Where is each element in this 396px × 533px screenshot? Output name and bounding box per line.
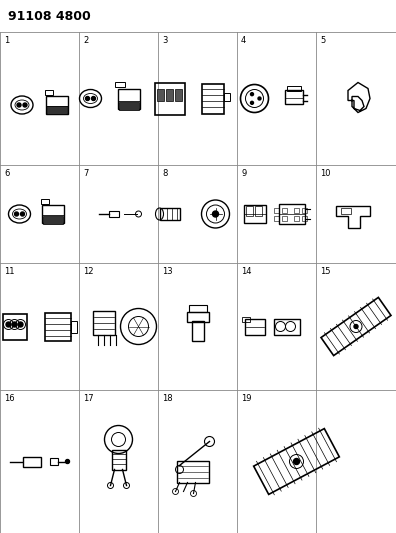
Circle shape xyxy=(6,322,11,327)
Bar xyxy=(114,82,124,87)
Text: 12: 12 xyxy=(83,267,93,276)
Bar xyxy=(112,449,126,470)
Circle shape xyxy=(15,212,19,216)
Circle shape xyxy=(18,322,23,327)
Bar xyxy=(302,215,307,221)
Text: 11: 11 xyxy=(4,267,15,276)
Bar xyxy=(242,317,249,322)
Bar xyxy=(341,208,351,214)
Text: 4: 4 xyxy=(241,36,246,45)
Bar xyxy=(177,461,209,482)
Text: 14: 14 xyxy=(241,267,251,276)
Text: 10: 10 xyxy=(320,169,331,178)
Bar xyxy=(278,204,305,224)
Bar xyxy=(244,205,265,223)
Bar xyxy=(109,211,118,217)
Circle shape xyxy=(86,96,89,101)
Circle shape xyxy=(65,459,70,464)
Text: 16: 16 xyxy=(4,394,15,403)
Bar xyxy=(45,90,53,94)
Text: 7: 7 xyxy=(83,169,88,178)
Circle shape xyxy=(21,212,25,216)
Bar xyxy=(282,207,287,213)
Circle shape xyxy=(213,211,219,217)
Bar xyxy=(223,93,230,101)
Bar xyxy=(118,101,139,109)
Bar xyxy=(160,208,179,220)
Text: 19: 19 xyxy=(241,394,251,403)
Bar xyxy=(166,88,173,101)
Circle shape xyxy=(23,103,27,107)
Bar xyxy=(46,96,68,114)
Circle shape xyxy=(12,322,17,327)
Circle shape xyxy=(251,93,253,95)
Bar xyxy=(187,311,209,321)
Bar xyxy=(282,215,287,221)
Text: 91108 4800: 91108 4800 xyxy=(8,10,91,23)
Text: 13: 13 xyxy=(162,267,173,276)
Bar xyxy=(202,84,223,114)
Bar xyxy=(244,319,265,335)
Text: 3: 3 xyxy=(162,36,168,45)
Circle shape xyxy=(293,458,299,464)
Text: 2: 2 xyxy=(83,36,88,45)
Bar xyxy=(246,206,253,216)
Text: 8: 8 xyxy=(162,169,168,178)
Bar xyxy=(294,215,299,221)
Bar xyxy=(294,207,299,213)
Bar xyxy=(302,207,307,213)
Circle shape xyxy=(17,103,21,107)
Bar xyxy=(50,458,57,465)
Bar xyxy=(274,215,279,221)
Text: 1: 1 xyxy=(4,36,9,45)
Bar xyxy=(284,90,303,103)
Text: 5: 5 xyxy=(320,36,325,45)
Text: 18: 18 xyxy=(162,394,173,403)
Bar xyxy=(23,456,40,466)
Circle shape xyxy=(91,96,95,101)
Text: 9: 9 xyxy=(241,169,246,178)
Bar xyxy=(47,106,67,114)
Circle shape xyxy=(251,101,253,104)
Bar xyxy=(157,88,164,101)
Circle shape xyxy=(354,325,358,328)
Bar xyxy=(286,86,301,91)
Text: 15: 15 xyxy=(320,267,331,276)
Bar xyxy=(255,206,262,216)
Text: 6: 6 xyxy=(4,169,10,178)
Bar xyxy=(70,320,76,333)
Bar xyxy=(40,198,48,204)
Bar xyxy=(274,319,299,335)
Bar xyxy=(188,305,206,312)
Bar xyxy=(42,216,63,224)
Bar xyxy=(93,311,114,335)
Text: 17: 17 xyxy=(83,394,93,403)
Bar xyxy=(42,205,63,223)
Bar xyxy=(118,88,139,109)
Bar xyxy=(192,320,204,341)
Bar xyxy=(44,312,70,341)
Bar xyxy=(175,88,182,101)
Circle shape xyxy=(258,97,261,100)
Bar xyxy=(2,313,27,340)
Bar xyxy=(274,207,279,213)
Bar xyxy=(154,83,185,115)
